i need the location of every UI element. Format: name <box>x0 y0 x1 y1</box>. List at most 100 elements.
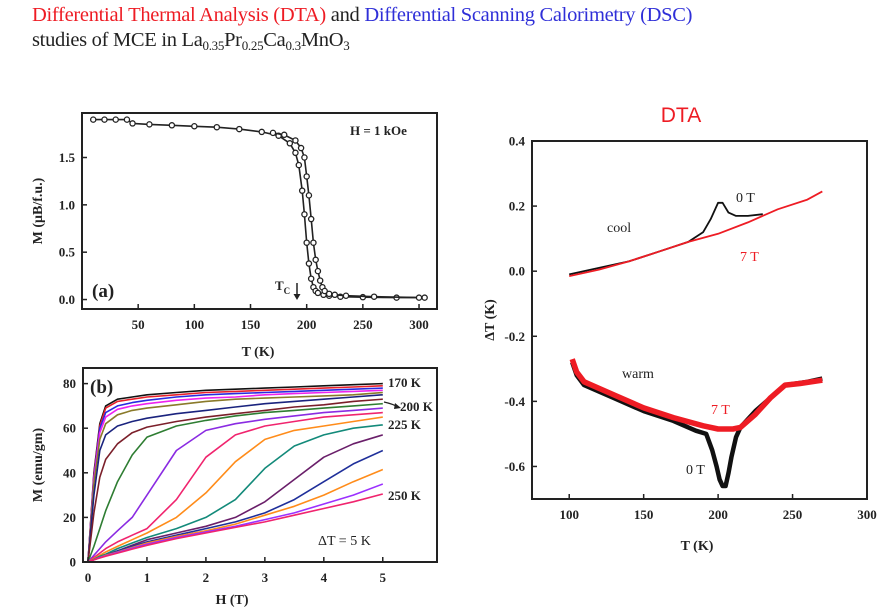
title-dsc: Differential Scanning Calorimetry (DSC) <box>364 4 693 26</box>
x-tick-label: 250 <box>783 507 803 522</box>
data-point <box>168 122 176 129</box>
data-point <box>236 125 243 133</box>
data-point <box>310 239 317 246</box>
x-tick-label: 0 <box>85 570 92 585</box>
y-tick-label: 40 <box>63 465 76 480</box>
series-line-7t <box>569 358 823 432</box>
data-point <box>312 256 319 264</box>
data-point <box>101 116 108 123</box>
series-line-190k <box>87 391 383 563</box>
data-point <box>321 287 328 295</box>
chart-a-tc-label: TC <box>275 278 290 296</box>
curve-label-225k: 225 K <box>388 417 422 432</box>
x-tick-label: 5 <box>380 570 387 585</box>
plot-frame <box>531 140 868 500</box>
x-tick-label: 150 <box>241 317 261 332</box>
formula-sub: 0.3 <box>285 38 301 53</box>
data-point <box>314 289 322 297</box>
slide-title-line1: Differential Thermal Analysis (DTA) and … <box>32 4 692 27</box>
data-point <box>280 131 288 139</box>
formula-prefix: studies of MCE in La <box>32 29 203 51</box>
y-tick-label: 80 <box>63 376 76 391</box>
tc-arrowhead-icon <box>293 294 301 300</box>
slide-title-line2: studies of MCE in La0.35Pr0.25Ca0.3MnO3 <box>32 29 350 53</box>
plot-frame <box>82 367 438 563</box>
plot-frame <box>81 112 438 310</box>
y-tick-label: -0.2 <box>504 329 525 344</box>
series-group <box>89 116 428 301</box>
chart-b-magnetization-isotherms: 0 1 2 3 4 5 0 20 40 60 80 H (T) M (emu/gm) (b) ΔT … <box>31 367 438 608</box>
series-line-195k <box>87 394 383 563</box>
series-line-220k <box>87 416 383 563</box>
series-line-215k <box>87 411 383 563</box>
y-tick-label: 1.5 <box>59 150 76 165</box>
data-point <box>421 294 428 301</box>
formula-element: MnO <box>300 29 344 51</box>
data-point <box>301 211 308 218</box>
y-tick-label: 0.0 <box>509 264 525 279</box>
series-line-180k <box>87 387 383 563</box>
series-line-225k <box>87 424 383 563</box>
x-tick-label: 250 <box>353 317 373 332</box>
series-line-0 <box>93 118 425 299</box>
y-tick-label: 0.5 <box>59 245 76 260</box>
formula-sub: 0.25 <box>241 38 264 53</box>
data-point <box>123 116 131 123</box>
y-tick-label: 0.2 <box>509 199 525 214</box>
chart-a-field-annotation: H = 1 kOe <box>350 123 407 138</box>
x-tick-label: 150 <box>634 507 654 522</box>
data-point <box>191 123 198 130</box>
chart-b-step-annotation: ΔT = 5 K <box>318 534 371 549</box>
chart-dta: 100 150 200 250 300 0.4 0.2 0.0 -0.2 -0.4 -0.6 DTA… <box>483 104 877 554</box>
y-tick-label: 0.0 <box>59 292 75 307</box>
chart-b-ylabel: M (emu/gm) <box>31 428 46 503</box>
data-point <box>303 239 310 246</box>
series-line-185k <box>87 389 383 563</box>
plot-area: 50 100 150 200 250 300 0.0 0.5 1.0 1.5 <box>59 112 438 332</box>
plot-area: 0 1 2 3 4 5 0 20 40 60 80 <box>63 367 438 585</box>
data-point <box>316 277 324 284</box>
data-point <box>269 129 277 137</box>
series-line-175k <box>87 385 383 563</box>
dta-label-warm: warm <box>622 367 654 382</box>
data-point <box>307 215 315 223</box>
data-point <box>129 120 136 127</box>
series-line-1 <box>272 132 420 299</box>
chart-a-xlabel: T (K) <box>242 345 275 360</box>
chart-a-magnetization-vs-temperature: 50 100 150 200 250 300 0.0 0.5 1.0 1.5 T (K) M (μ… <box>31 112 438 360</box>
chart-b-xlabel: H (T) <box>215 593 248 608</box>
data-point <box>305 260 313 267</box>
x-tick-label: 50 <box>132 317 145 332</box>
series-line-200k <box>87 398 383 563</box>
dta-label-cool-0t: 0 T <box>736 191 755 206</box>
data-point <box>342 292 350 299</box>
formula-element: Pr <box>224 29 242 51</box>
x-tick-label: 3 <box>262 570 269 585</box>
data-point <box>297 144 305 152</box>
chart-dta-ylabel: ΔT (K) <box>483 299 498 341</box>
x-tick-label: 300 <box>409 317 429 332</box>
x-tick-label: 200 <box>297 317 317 332</box>
curve-label-200k: 200 K <box>400 399 434 414</box>
x-tick-label: 4 <box>321 570 328 585</box>
data-point <box>301 154 308 161</box>
y-tick-label: -0.4 <box>504 394 525 409</box>
chart-dta-title: DTA <box>661 104 701 127</box>
data-point <box>89 116 97 123</box>
data-point <box>370 293 378 300</box>
series-line-205k <box>87 402 383 563</box>
plot-area: 100 150 200 250 300 0.4 0.2 0.0 -0.2 -0.4 -0.6 <box>504 134 876 523</box>
data-point <box>292 137 299 144</box>
series-group <box>87 382 384 563</box>
curve-label-250k: 250 K <box>388 488 422 503</box>
series-line-250k <box>87 493 384 563</box>
dta-label-warm-0t: 0 T <box>686 463 705 478</box>
dta-label-cool-7t: 7 T <box>740 250 759 265</box>
formula-sub: 0.35 <box>202 38 225 53</box>
formula-sub: 3 <box>343 38 350 53</box>
series-group <box>569 190 823 489</box>
x-tick-label: 100 <box>559 507 579 522</box>
series-line-210k <box>87 407 383 563</box>
x-tick-label: 300 <box>857 507 877 522</box>
